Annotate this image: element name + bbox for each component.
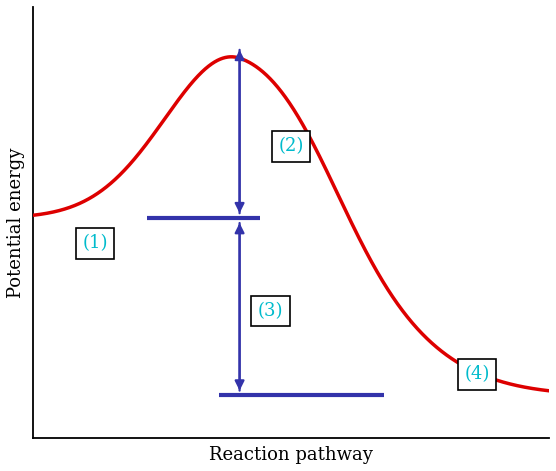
Text: (4): (4) <box>464 365 489 383</box>
Text: (2): (2) <box>279 138 304 155</box>
X-axis label: Reaction pathway: Reaction pathway <box>209 446 373 464</box>
Text: (1): (1) <box>82 235 108 252</box>
Y-axis label: Potential energy: Potential energy <box>7 147 25 298</box>
Text: (3): (3) <box>258 302 284 320</box>
